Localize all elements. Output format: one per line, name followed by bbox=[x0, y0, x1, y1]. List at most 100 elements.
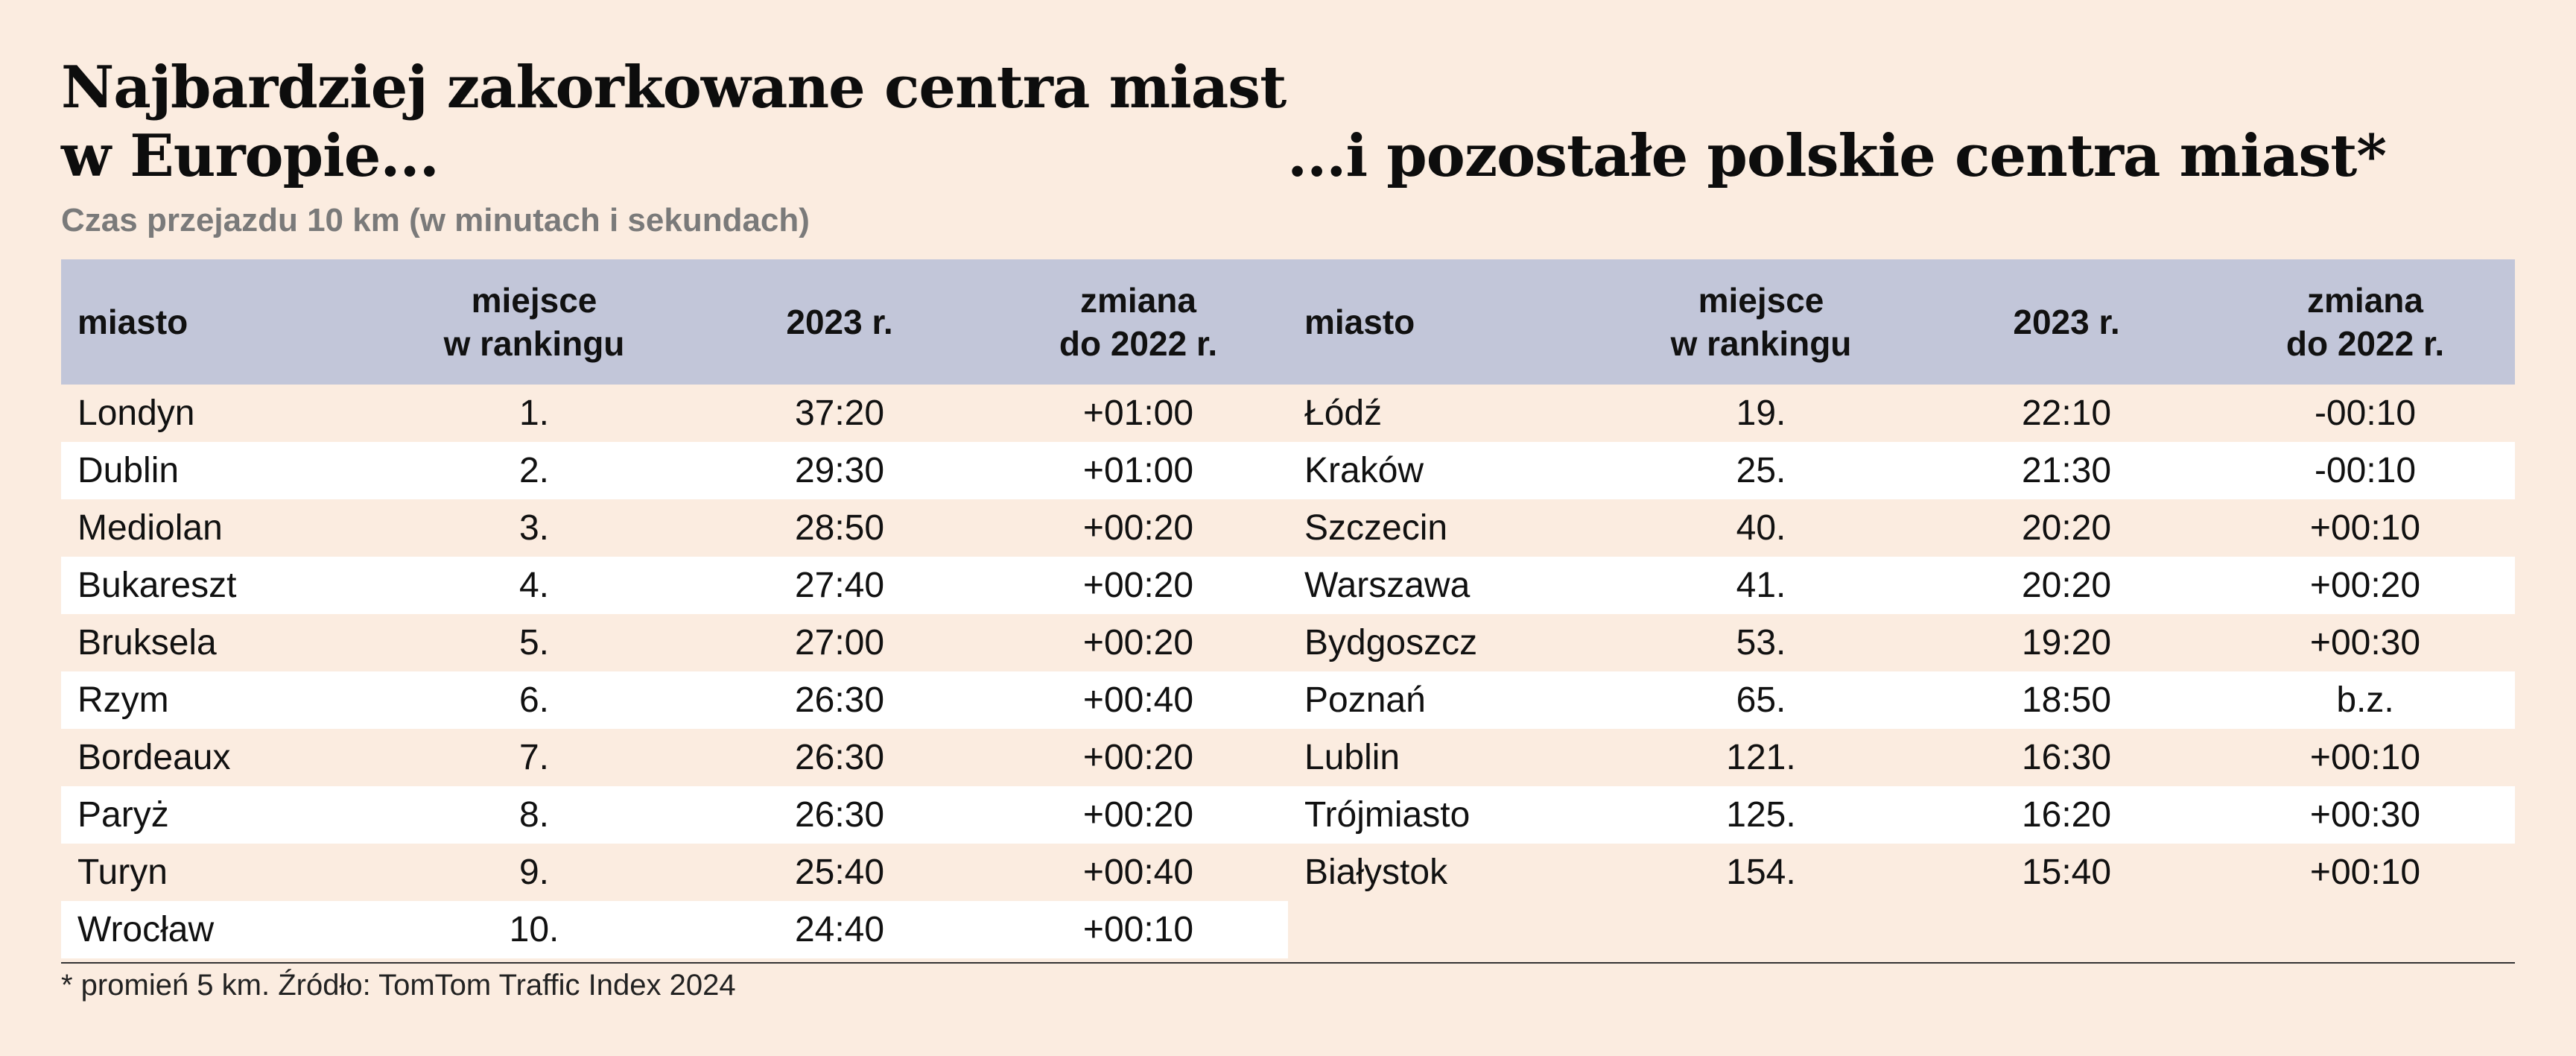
cell-rank: 10. bbox=[509, 910, 559, 949]
cell-time: 22:10 bbox=[2021, 393, 2112, 433]
cell-change: -00:10 bbox=[2314, 393, 2417, 433]
table-row: Lublin 121. 16:30 +00:10 bbox=[1288, 729, 2515, 786]
cell-change: +00:10 bbox=[2309, 853, 2421, 892]
header-city: miasto bbox=[77, 303, 188, 341]
table-row: Dublin 2. 29:30 +01:00 bbox=[61, 442, 1288, 499]
cell-rank: 121. bbox=[1726, 738, 1796, 777]
cell-change: +00:20 bbox=[2309, 566, 2421, 605]
cell-city: Warszawa bbox=[1304, 566, 1471, 605]
cell-time: 16:20 bbox=[2021, 795, 2112, 835]
cell-change: +00:30 bbox=[2309, 623, 2421, 663]
page-title-poland: ...i pozostałe polskie centra miast* bbox=[1287, 122, 2387, 190]
page-title-europe: Najbardziej zakorkowane centra miast w E… bbox=[61, 54, 1313, 191]
cell-change: +00:20 bbox=[1082, 738, 1194, 777]
cell-time: 21:30 bbox=[2021, 451, 2112, 490]
footnote: * promień 5 km. Źródło: TomTom Traffic I… bbox=[61, 969, 736, 1002]
table-row: Szczecin 40. 20:20 +00:10 bbox=[1288, 499, 2515, 557]
table-europe: miasto miejsce w rankingu 2023 r. zmiana… bbox=[61, 259, 1288, 958]
cell-rank: 19. bbox=[1736, 393, 1786, 433]
cell-rank: 41. bbox=[1736, 566, 1786, 605]
cell-rank: 65. bbox=[1736, 680, 1786, 720]
cell-city: Kraków bbox=[1304, 451, 1424, 490]
cell-change: +00:10 bbox=[1082, 910, 1194, 949]
cell-rank: 1. bbox=[518, 393, 550, 433]
cell-rank: 5. bbox=[518, 623, 550, 663]
cell-time: 29:30 bbox=[794, 451, 885, 490]
cell-rank: 6. bbox=[518, 680, 550, 720]
cell-city: Wrocław bbox=[77, 910, 215, 949]
table-row: Łódź 19. 22:10 -00:10 bbox=[1288, 385, 2515, 442]
header-change: zmiana do 2022 r. bbox=[2285, 281, 2445, 363]
title-line-1: Najbardziej zakorkowane centra miast bbox=[61, 54, 1287, 121]
cell-city: Rzym bbox=[77, 680, 169, 720]
cell-rank: 154. bbox=[1726, 853, 1796, 892]
cell-city: Trójmiasto bbox=[1304, 795, 1471, 835]
cell-change: +01:00 bbox=[1082, 393, 1194, 433]
table-row: Mediolan 3. 28:50 +00:20 bbox=[61, 499, 1288, 557]
cell-rank: 8. bbox=[518, 795, 550, 835]
cell-time: 16:30 bbox=[2021, 738, 2112, 777]
table-row: Trójmiasto 125. 16:20 +00:30 bbox=[1288, 786, 2515, 844]
header-year: 2023 r. bbox=[2013, 303, 2120, 341]
table-header: miasto miejsce w rankingu 2023 r. zmiana… bbox=[1288, 259, 2515, 385]
cell-rank: 25. bbox=[1736, 451, 1786, 490]
table-row: Paryż 8. 26:30 +00:20 bbox=[61, 786, 1288, 844]
cell-time: 18:50 bbox=[2021, 680, 2112, 720]
table-row: Bukareszt 4. 27:40 +00:20 bbox=[61, 557, 1288, 614]
cell-time: 37:20 bbox=[794, 393, 885, 433]
table-row: Bydgoszcz 53. 19:20 +00:30 bbox=[1288, 614, 2515, 671]
footer-divider bbox=[61, 962, 2515, 964]
cell-change: +00:20 bbox=[1082, 623, 1194, 663]
cell-time: 26:30 bbox=[794, 795, 885, 835]
table-body-europe: Londyn 1. 37:20 +01:00 Dublin 2. 29:30 +01:00 Me… bbox=[61, 385, 1288, 958]
table-row: Wrocław 10. 24:40 +00:10 bbox=[61, 901, 1288, 958]
table-header: miasto miejsce w rankingu 2023 r. zmiana… bbox=[61, 259, 1288, 385]
header-rank: miejsce w rankingu bbox=[1670, 281, 1852, 363]
cell-time: 28:50 bbox=[794, 508, 885, 548]
table-row: Białystok 154. 15:40 +00:10 bbox=[1288, 844, 2515, 901]
cell-time: 26:30 bbox=[794, 680, 885, 720]
cell-rank: 2. bbox=[518, 451, 550, 490]
cell-change: +00:40 bbox=[1082, 680, 1194, 720]
subtitle: Czas przejazdu 10 km (w minutach i sekun… bbox=[61, 202, 810, 238]
cell-city: Dublin bbox=[77, 451, 180, 490]
cell-time: 24:40 bbox=[794, 910, 885, 949]
header-year: 2023 r. bbox=[786, 303, 893, 341]
table-row: Warszawa 41. 20:20 +00:20 bbox=[1288, 557, 2515, 614]
cell-rank: 9. bbox=[518, 853, 550, 892]
header-rank: miejsce w rankingu bbox=[443, 281, 625, 363]
cell-rank: 40. bbox=[1736, 508, 1786, 548]
cell-change: +00:20 bbox=[1082, 795, 1194, 835]
table-poland: miasto miejsce w rankingu 2023 r. zmiana… bbox=[1288, 259, 2515, 901]
cell-time: 15:40 bbox=[2021, 853, 2112, 892]
cell-change: +00:30 bbox=[2309, 795, 2421, 835]
cell-city: Bydgoszcz bbox=[1304, 623, 1478, 663]
header-city: miasto bbox=[1304, 303, 1415, 341]
cell-change: +00:10 bbox=[2309, 508, 2421, 548]
cell-rank: 7. bbox=[518, 738, 550, 777]
cell-city: Bruksela bbox=[77, 623, 217, 663]
cell-city: Paryż bbox=[77, 795, 169, 835]
cell-change: +00:10 bbox=[2309, 738, 2421, 777]
cell-city: Bukareszt bbox=[77, 566, 237, 605]
cell-city: Poznań bbox=[1304, 680, 1426, 720]
cell-rank: 125. bbox=[1726, 795, 1796, 835]
cell-time: 25:40 bbox=[794, 853, 885, 892]
cell-rank: 3. bbox=[518, 508, 550, 548]
cell-city: Białystok bbox=[1304, 853, 1448, 892]
cell-city: Londyn bbox=[77, 393, 195, 433]
cell-city: Lublin bbox=[1304, 738, 1400, 777]
cell-city: Mediolan bbox=[77, 508, 223, 548]
table-row: Londyn 1. 37:20 +01:00 bbox=[61, 385, 1288, 442]
table-row: Poznań 65. 18:50 b.z. bbox=[1288, 671, 2515, 729]
cell-time: 27:40 bbox=[794, 566, 885, 605]
cell-city: Łódź bbox=[1304, 393, 1383, 433]
cell-change: +00:40 bbox=[1082, 853, 1194, 892]
cell-change: b.z. bbox=[2336, 680, 2394, 720]
cell-rank: 4. bbox=[518, 566, 550, 605]
table-body-poland: Łódź 19. 22:10 -00:10 Kraków 25. 21:30 -00:10 Sz… bbox=[1288, 385, 2515, 901]
table-row: Bordeaux 7. 26:30 +00:20 bbox=[61, 729, 1288, 786]
table-row: Rzym 6. 26:30 +00:40 bbox=[61, 671, 1288, 729]
cell-time: 26:30 bbox=[794, 738, 885, 777]
cell-rank: 53. bbox=[1736, 623, 1786, 663]
